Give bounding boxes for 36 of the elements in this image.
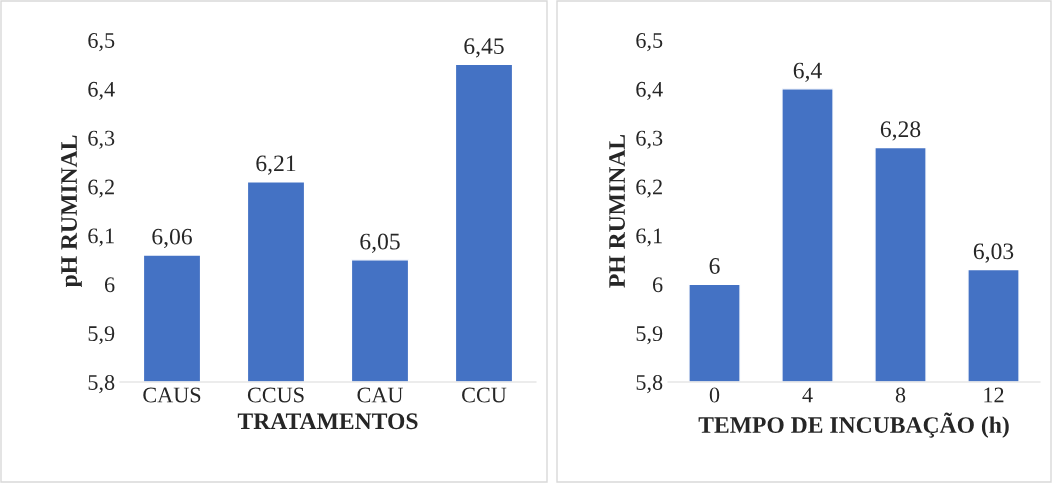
data-label: 6,03 — [973, 243, 1014, 263]
y-tick-label: 6,3 — [88, 130, 115, 149]
y-tick-label: 5,8 — [636, 374, 663, 394]
x-tick-label: 8 — [895, 387, 906, 403]
data-label: 6,06 — [152, 228, 192, 249]
x-tick-label: 12 — [984, 387, 1004, 403]
x-tick-label: 0 — [709, 387, 720, 403]
x-tick-label: 4 — [802, 387, 813, 403]
x-tick-label: CAUS — [143, 387, 201, 403]
data-label: 6,21 — [256, 155, 296, 175]
x-tick-label: CCUS — [247, 387, 304, 403]
y-tick-label: 6,4 — [88, 81, 115, 100]
data-label: 6,45 — [464, 38, 504, 58]
data-label: 6,4 — [793, 62, 822, 82]
y-axis-title: pH RUMINAL — [61, 135, 82, 288]
data-label: 6,28 — [880, 121, 921, 141]
y-tick-label: 6,4 — [636, 81, 663, 100]
x-tick-label: CCU — [462, 387, 507, 403]
y-tick-label: 6,2 — [636, 179, 662, 198]
x-tick-label: CAU — [357, 387, 403, 403]
y-tick-label: 5,8 — [88, 374, 115, 394]
y-tick-label: 6 — [652, 277, 663, 293]
y-tick-label: 5,9 — [636, 326, 663, 345]
x-axis-title: TEMPO DE INCUBAÇÃO (h) — [698, 412, 1009, 438]
y-tick-label: 6,1 — [636, 228, 662, 247]
y-tick-label: 6,5 — [636, 32, 663, 52]
y-tick-label: 6,5 — [88, 32, 115, 52]
data-label: 6,05 — [360, 233, 400, 253]
y-tick-label: 6,2 — [88, 179, 114, 198]
y-tick-label: 6,1 — [88, 228, 114, 247]
y-tick-label: 5,9 — [88, 326, 115, 345]
data-label: 6 — [709, 258, 720, 274]
y-axis-title: PH RUMINAL — [609, 134, 625, 288]
y-tick-label: 6 — [104, 277, 115, 293]
y-tick-label: 6,3 — [636, 130, 663, 149]
x-axis-title: TRATAMENTOS — [237, 413, 418, 430]
